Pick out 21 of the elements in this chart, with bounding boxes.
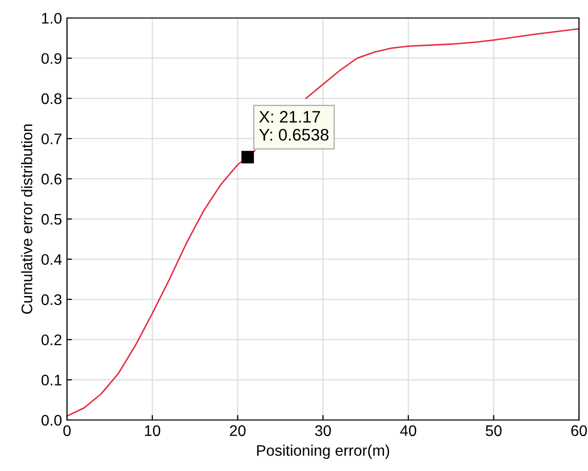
y-tick-label: 0.5 bbox=[42, 214, 62, 225]
annotation: X: 21.17 Y: 0.6538 bbox=[259, 110, 328, 141]
y-tick-label: 0.7 bbox=[42, 133, 62, 144]
y-tick-label: 0.3 bbox=[42, 294, 62, 306]
x-tick-label: 10 bbox=[145, 425, 160, 436]
y-tick-label: 0.1 bbox=[42, 374, 62, 386]
y-tick-label: 0.0 bbox=[42, 414, 62, 426]
x-tick-label: 60 bbox=[571, 425, 587, 436]
y-tick-label: 0.2 bbox=[42, 334, 62, 346]
y-tick-label: 0.8 bbox=[42, 93, 62, 104]
x-tick-label: 50 bbox=[486, 425, 502, 436]
x-tick-label: 40 bbox=[400, 425, 416, 436]
x-axis-title: Positioning error(m) bbox=[257, 444, 390, 459]
y-axis-title: Cumulative error distribution bbox=[21, 124, 32, 314]
y-tick-label: 0.9 bbox=[42, 53, 62, 64]
x-tick-label: 0 bbox=[63, 425, 71, 436]
y-tick-label: 0.4 bbox=[42, 254, 62, 265]
x-tick-label: 30 bbox=[315, 425, 331, 436]
y-tick-label: 0.6 bbox=[42, 174, 62, 184]
x-tick-label: 20 bbox=[230, 425, 246, 436]
y-tick-label: 1.0 bbox=[42, 12, 62, 24]
